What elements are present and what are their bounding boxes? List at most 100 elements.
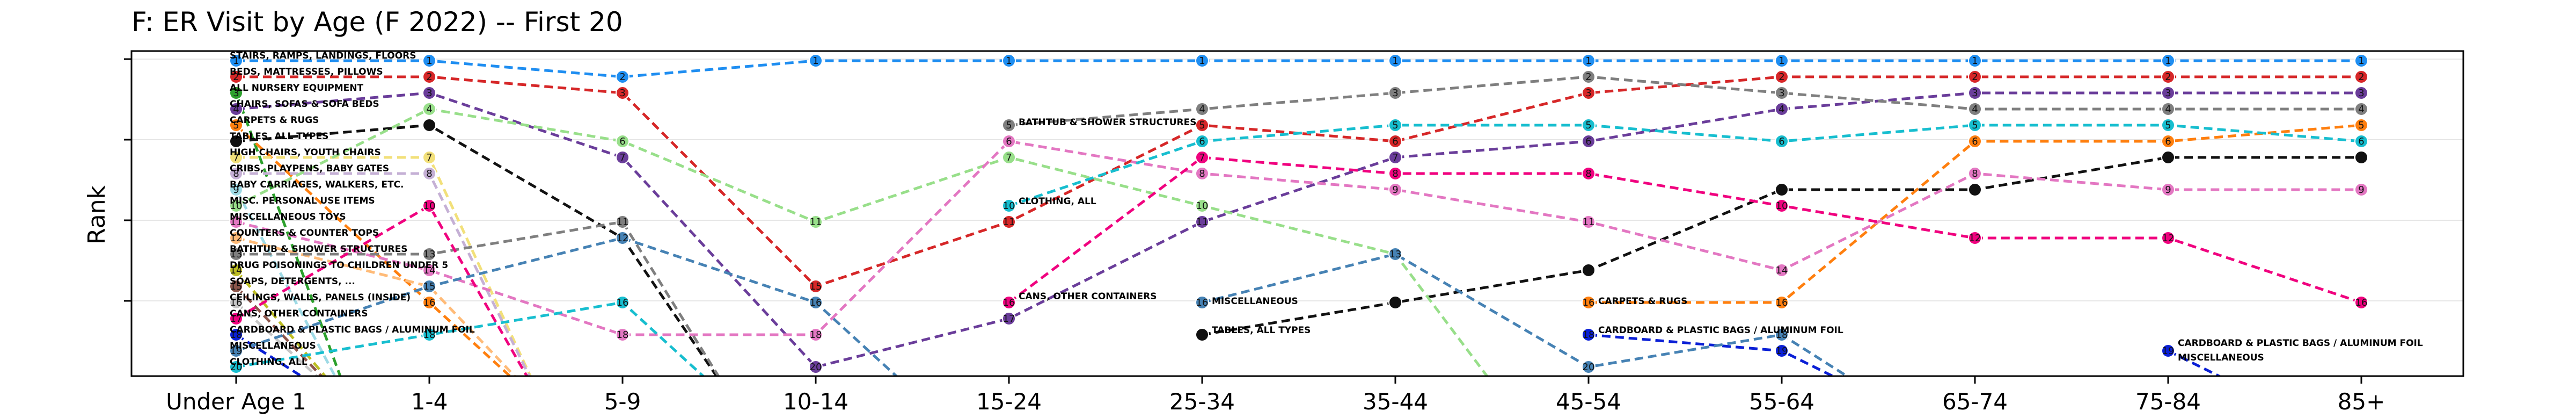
data-point	[1002, 199, 1016, 213]
series-end-label: CARDBOARD & PLASTIC BAGS / ALUMINUM FOIL	[1598, 325, 1843, 336]
data-point	[229, 312, 243, 326]
data-point	[422, 54, 436, 68]
data-point-label: 7	[2358, 152, 2364, 163]
series-label: CANS, OTHER CONTAINERS	[230, 308, 368, 319]
data-point-label: 11	[1003, 217, 1015, 228]
data-point	[1388, 167, 1402, 181]
data-point-label: 18	[1776, 329, 1788, 341]
data-point-label: 10	[230, 200, 243, 212]
series-16: 16	[229, 296, 319, 376]
data-point-label: 1	[233, 55, 239, 67]
series-1: 1 1 2 1 1 1 1 1 1 1 1 1	[229, 54, 2368, 84]
data-point	[1775, 102, 1789, 116]
data-point	[1968, 54, 1982, 68]
data-point	[229, 231, 243, 245]
series-line	[2167, 349, 2222, 376]
data-point-label: 2	[1585, 71, 1591, 83]
x-tick-label: 25-34	[1169, 388, 1235, 415]
data-point-label: 11	[617, 217, 629, 228]
data-point	[422, 167, 436, 181]
data-point-label: 15	[810, 281, 822, 292]
data-point-label: 6	[2165, 136, 2171, 147]
data-point-label: 20	[230, 362, 243, 373]
series-label: BATHTUB & SHOWER STRUCTURES	[230, 244, 408, 255]
data-point-label: 6	[1392, 136, 1398, 147]
data-point	[229, 183, 243, 197]
data-point-label: 9	[1392, 184, 1398, 196]
data-point	[1775, 54, 1789, 68]
series-end-label: CANS, OTHER CONTAINERS	[1019, 291, 1157, 302]
data-point-label: 9	[2165, 184, 2171, 196]
data-point	[1002, 150, 1016, 164]
series-end-label: MISCELLANEOUS	[2178, 352, 2264, 363]
data-point	[1195, 102, 1209, 116]
data-point-label: 20	[1583, 362, 1595, 373]
data-point-label: 3	[2358, 88, 2364, 99]
data-point	[2354, 102, 2368, 116]
data-point	[1002, 54, 1016, 68]
data-point-label: 12	[617, 233, 629, 244]
data-point	[422, 328, 436, 342]
series-line	[1588, 333, 1836, 376]
data-point-label: 4	[2358, 104, 2364, 115]
series-line	[235, 269, 327, 376]
data-point-label: 2	[619, 71, 625, 83]
data-point	[2354, 118, 2368, 132]
data-point	[229, 150, 243, 164]
data-point-label: 1	[1392, 55, 1398, 67]
data-point	[1002, 296, 1016, 309]
data-point	[1968, 102, 1982, 116]
data-point-label: 5	[1972, 120, 1978, 131]
data-point	[2161, 150, 2175, 164]
series-label: STAIRS, RAMPS, LANDINGS, FLOORS	[230, 51, 416, 61]
data-point	[809, 215, 823, 229]
series-label: HIGH CHAIRS, YOUTH CHAIRS	[230, 147, 381, 158]
data-point	[1968, 231, 1982, 245]
series-label: MISCELLANEOUS	[230, 341, 316, 351]
data-point	[2161, 102, 2175, 116]
data-point-label: 7	[1199, 152, 1205, 163]
data-point-label: 19	[1776, 345, 1788, 357]
data-point	[1775, 86, 1789, 100]
data-point-label: 9	[233, 184, 239, 196]
data-point	[616, 70, 630, 84]
data-point-label: 9	[2358, 184, 2364, 196]
data-point	[1775, 134, 1789, 148]
data-point-label: 12	[2162, 233, 2175, 244]
series-line	[1589, 124, 2362, 304]
series-label: DRUG POISONINGS TO CHILDREN UNDER 5	[230, 260, 448, 271]
data-point	[809, 279, 823, 293]
data-point-label: 16	[810, 297, 822, 308]
series-14: 14	[229, 263, 327, 376]
data-point	[1582, 296, 1596, 309]
data-point-label: 7	[426, 152, 432, 163]
data-point-label: 13	[230, 249, 243, 260]
data-point-label: 3	[1585, 88, 1591, 99]
data-point	[1002, 215, 1016, 229]
data-point	[809, 296, 823, 309]
data-point-label: 3	[1779, 88, 1784, 99]
series-line	[236, 140, 2361, 336]
data-point-label: 5	[1585, 120, 1591, 131]
data-point	[1002, 312, 1016, 326]
axes: Under Age 1 1-4 5-9 10-14 15-24 25-34 35-44 45-…	[124, 50, 2464, 415]
data-point-label: 3	[233, 88, 239, 99]
x-tick-label: 85+	[2338, 388, 2385, 415]
data-point	[1968, 167, 1982, 181]
data-point	[1582, 70, 1596, 84]
data-point-label: 5	[1006, 120, 1012, 131]
data-point	[2161, 70, 2175, 84]
data-point	[1968, 70, 1982, 84]
data-point	[229, 247, 243, 261]
data-point-label: 17	[230, 313, 243, 325]
data-point-label: 6	[1006, 136, 1012, 147]
data-point-label: 8	[1585, 168, 1591, 179]
series-line	[235, 204, 529, 376]
data-point	[1195, 134, 1209, 148]
data-point	[1968, 134, 1982, 148]
data-point-label: 14	[423, 265, 436, 276]
x-tick-label: 35-44	[1363, 388, 1428, 415]
